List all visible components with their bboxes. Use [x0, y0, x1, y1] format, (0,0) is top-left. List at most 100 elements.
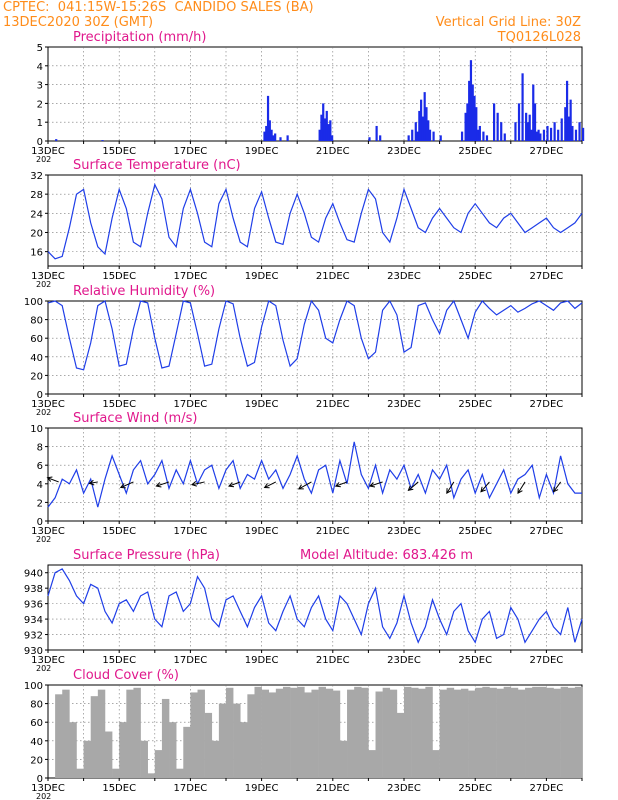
precip-bar [331, 135, 334, 141]
precip-bar [416, 131, 419, 141]
precip-bar [526, 122, 530, 141]
wind-xtick-label: 17DEC [174, 526, 208, 537]
cloud-bar [546, 687, 554, 778]
precip-bar [266, 95, 270, 141]
wind-arrow-shaft [191, 481, 205, 486]
rh-ytick-label: 80 [30, 316, 43, 327]
cloud-bar [90, 696, 99, 778]
cloud-ytick-label: 100 [24, 681, 43, 692]
precip-bar [500, 122, 503, 141]
cloud-bar [347, 689, 355, 778]
precip-bar [464, 112, 467, 141]
precip-bar [565, 80, 569, 141]
wind-year-label: 202 [36, 535, 51, 544]
rh-year-label: 202 [36, 408, 51, 417]
cloud-bar [389, 689, 398, 778]
precip-bar [469, 60, 473, 141]
precip-bar [567, 116, 570, 141]
precip-bar [55, 139, 58, 141]
precip-bar [265, 125, 268, 141]
cloud-bar [432, 750, 440, 778]
cloud-bar [69, 722, 77, 778]
precip-bar [521, 73, 524, 141]
precip-bar [525, 112, 528, 141]
precip-bar [379, 135, 382, 141]
cloud-bar [532, 686, 540, 778]
cloud-ytick-label: 60 [30, 718, 43, 729]
wind-arrow-head [119, 483, 126, 489]
cloud-bar [411, 687, 419, 778]
wind-arrow-head [334, 482, 341, 488]
wind-ytick-label: 10 [30, 424, 43, 435]
cloud-bar [147, 773, 156, 778]
rh-xtick-label: 19DEC [245, 399, 279, 410]
wind-arrow-head [228, 482, 235, 488]
cloud-bar [418, 688, 426, 778]
precip-bar [414, 122, 417, 141]
cloud-bar [361, 687, 369, 778]
wind-xtick-label: 25DEC [458, 526, 492, 537]
precip-bar [503, 133, 506, 141]
precip-bar [325, 110, 328, 141]
precip-bar [320, 114, 323, 141]
pres-ytick-label: 934 [24, 615, 43, 626]
rh-xtick-label: 17DEC [174, 399, 208, 410]
wind-xtick-label: 13DEC [31, 526, 65, 537]
rh-ytick-label: 100 [24, 297, 43, 308]
temp-title: Surface Temperature (nC) [73, 158, 241, 173]
precip-bar [411, 129, 414, 141]
precip-bar [517, 103, 521, 141]
precip-bar [533, 103, 537, 141]
wind-arrow-shaft [156, 481, 170, 487]
cloud-bar [62, 689, 70, 778]
wind-arrow-head [263, 483, 270, 489]
precip-bar [493, 103, 496, 141]
cloud-bar [104, 731, 113, 778]
cloud-bar [453, 689, 462, 778]
rh-xtick-label: 23DEC [387, 399, 421, 410]
wind-arrow-head [297, 484, 304, 490]
precip-bar [322, 103, 325, 141]
precip-xtick-label: 21DEC [316, 146, 350, 157]
wind-arrow-head [517, 488, 523, 494]
wind-arrow-shaft [298, 481, 312, 490]
wind-arrow-shaft [480, 481, 490, 493]
cloud-bar [218, 703, 227, 778]
precip-bar [268, 120, 271, 141]
pres-frame [47, 564, 583, 651]
cloud-bar [140, 740, 148, 778]
wind-xtick-label: 19DEC [245, 526, 279, 537]
precip-bar [473, 95, 476, 141]
pres-xtick-label: 19DEC [245, 655, 279, 666]
pres-ytick-label: 940 [24, 569, 43, 580]
rh-xtick-label: 21DEC [316, 399, 350, 410]
precip-bar [327, 124, 330, 141]
precip-bar [530, 129, 533, 141]
cloud-xtick-label: 15DEC [102, 783, 136, 794]
precip-bar [485, 135, 489, 141]
precip-bar [432, 131, 435, 141]
precip-ytick-label: 5 [37, 43, 43, 54]
cloud-xtick-label: 25DEC [458, 783, 492, 794]
precip-frame [47, 46, 583, 142]
wind-arrow-shaft [553, 481, 562, 493]
wind-arrow-shaft [228, 481, 241, 487]
cloud-bar [325, 688, 334, 778]
cloud-ytick-label: 20 [30, 755, 43, 766]
pres-xtick-label: 13DEC [31, 655, 65, 666]
cloud-bar [268, 692, 277, 778]
wind-arrow-head [446, 488, 452, 494]
cloud-bar [254, 686, 262, 778]
cloud-bar [425, 686, 433, 778]
temp-ytick-label: 24 [30, 209, 43, 220]
cloud-xtick-label: 19DEC [245, 783, 279, 794]
cloud-bar [119, 722, 127, 778]
precip-bar [274, 133, 277, 141]
wind-arrow-shaft [408, 481, 419, 491]
cloud-bar [76, 768, 84, 778]
temp-ytick-label: 16 [30, 248, 43, 259]
temp-xtick-label: 21DEC [316, 271, 350, 282]
precip-bar [263, 131, 266, 141]
cloud-bar [55, 694, 63, 778]
wind-frame [47, 427, 583, 522]
